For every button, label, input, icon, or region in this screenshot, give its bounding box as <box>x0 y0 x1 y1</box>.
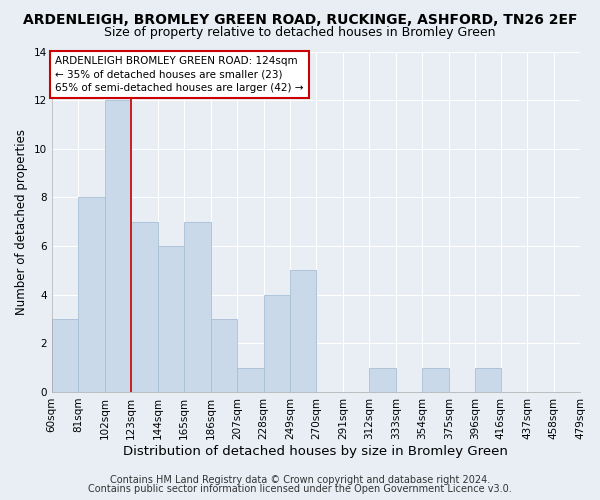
Text: ARDENLEIGH, BROMLEY GREEN ROAD, RUCKINGE, ASHFORD, TN26 2EF: ARDENLEIGH, BROMLEY GREEN ROAD, RUCKINGE… <box>23 12 577 26</box>
Bar <box>184 222 211 392</box>
Bar <box>104 100 131 392</box>
Text: Contains public sector information licensed under the Open Government Licence v3: Contains public sector information licen… <box>88 484 512 494</box>
Bar <box>263 294 290 392</box>
Bar <box>78 198 104 392</box>
Bar <box>475 368 500 392</box>
Text: ARDENLEIGH BROMLEY GREEN ROAD: 124sqm
← 35% of detached houses are smaller (23)
: ARDENLEIGH BROMLEY GREEN ROAD: 124sqm ← … <box>55 56 304 93</box>
X-axis label: Distribution of detached houses by size in Bromley Green: Distribution of detached houses by size … <box>124 444 508 458</box>
Text: Size of property relative to detached houses in Bromley Green: Size of property relative to detached ho… <box>104 26 496 39</box>
Text: Contains HM Land Registry data © Crown copyright and database right 2024.: Contains HM Land Registry data © Crown c… <box>110 475 490 485</box>
Bar <box>237 368 263 392</box>
Bar <box>52 319 78 392</box>
Bar <box>422 368 449 392</box>
Bar <box>211 319 237 392</box>
Bar <box>290 270 316 392</box>
Y-axis label: Number of detached properties: Number of detached properties <box>15 128 28 314</box>
Bar <box>158 246 184 392</box>
Bar <box>131 222 158 392</box>
Bar <box>370 368 396 392</box>
